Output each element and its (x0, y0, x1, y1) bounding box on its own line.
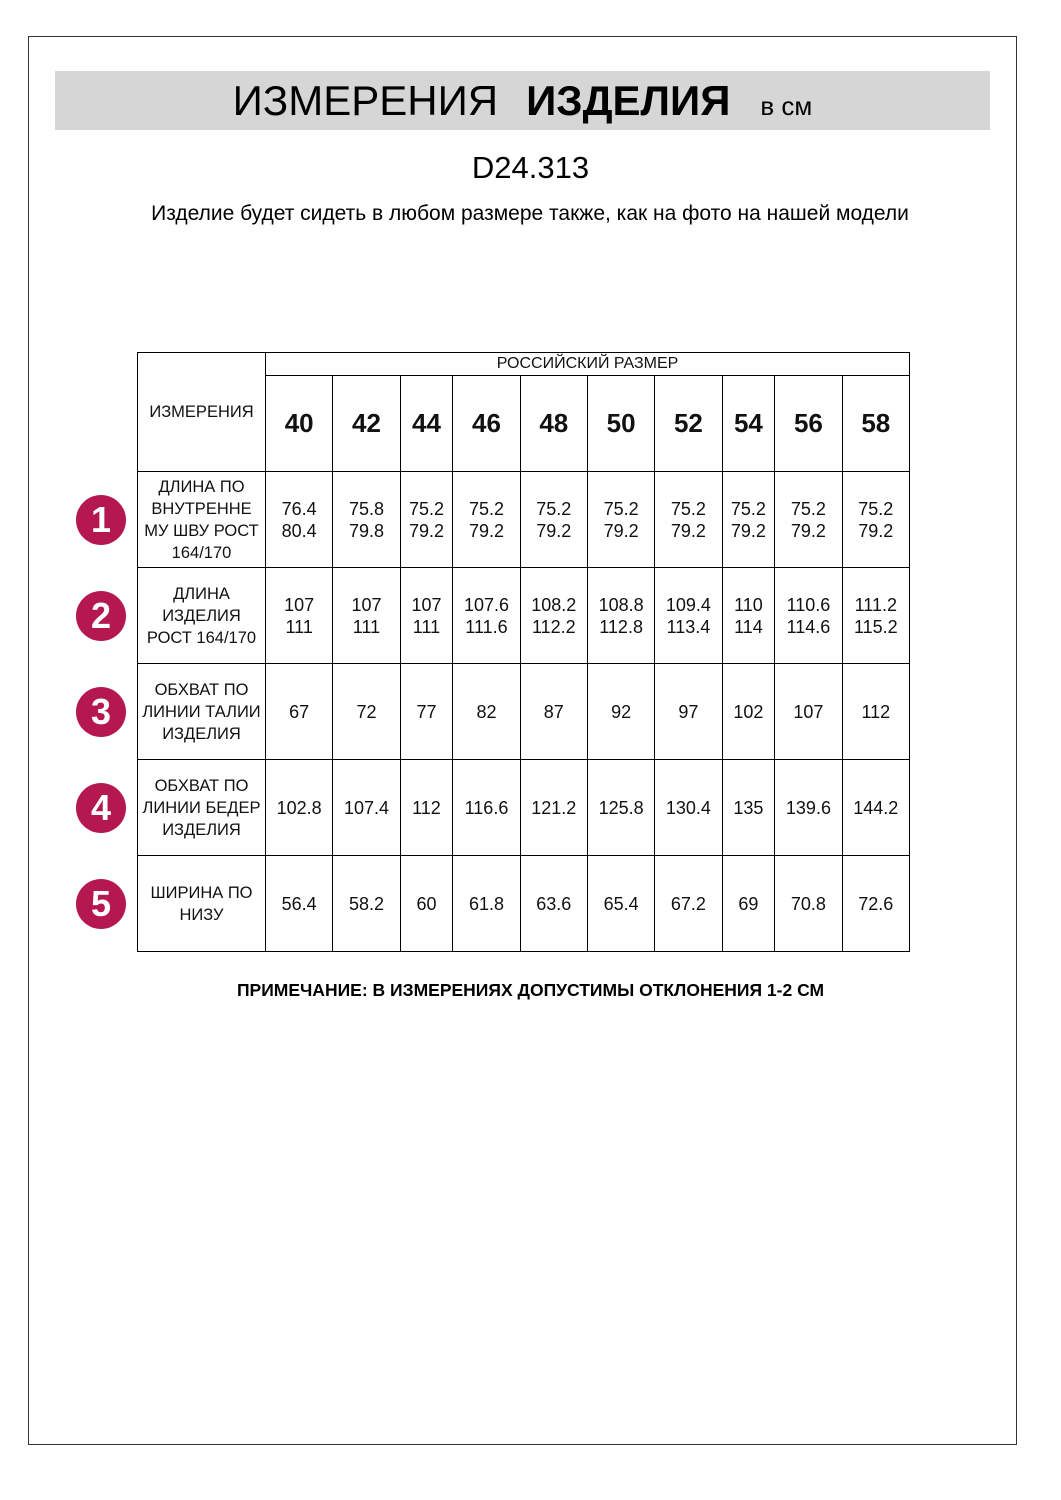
value-cell: 82 (452, 663, 521, 760)
size-header: 54 (721, 375, 776, 472)
value-cell: 61.8 (452, 855, 521, 952)
value-cell: 107 111 (264, 567, 334, 664)
row-number-badge: 5 (76, 879, 126, 929)
size-header: 56 (774, 375, 843, 472)
size-group-label: РОССИЙСКИЙ РАЗМЕР (265, 352, 910, 376)
size-table: ИЗМЕРЕНИЯ РОССИЙСКИЙ РАЗМЕР 40 42 44 46 48 50 52… (137, 352, 911, 952)
row-label: ОБХВАТ ПО ЛИНИИ БЕДЕР ИЗДЕЛИЯ (137, 759, 266, 856)
value-cell: 107.6 111.6 (452, 567, 521, 664)
value-cell: 116.6 (452, 759, 521, 856)
value-cell: 110.6 114.6 (774, 567, 843, 664)
table-row: ДЛИНА ПО ВНУТРЕННЕ МУ ШВУ РОСТ 164/170 76… (137, 471, 911, 568)
value-cell: 76.4 80.4 (264, 471, 334, 568)
value-cell: 125.8 (586, 759, 656, 856)
row-number-badge: 3 (76, 687, 126, 737)
title-light: ИЗМЕРЕНИЯ (232, 77, 499, 124)
value-cell: 70.8 (774, 855, 843, 952)
value-cell: 107.4 (332, 759, 401, 856)
value-cell: 111.2 115.2 (841, 567, 911, 664)
value-cell: 72.6 (841, 855, 911, 952)
value-cell: 110 114 (721, 567, 776, 664)
table-row: ОБХВАТ ПО ЛИНИИ ТАЛИИ ИЗДЕЛИЯ 67 72 77 82 87 9… (137, 663, 911, 760)
value-cell: 65.4 (586, 855, 656, 952)
value-cell: 107 111 (332, 567, 401, 664)
value-cell: 102 (721, 663, 776, 760)
value-cell: 75.2 79.2 (721, 471, 776, 568)
size-header: 48 (519, 375, 588, 472)
row-number-badge: 1 (76, 495, 126, 545)
row-label: ШИРИНА ПО НИЗУ (137, 855, 266, 952)
row-label: ОБХВАТ ПО ЛИНИИ ТАЛИИ ИЗДЕЛИЯ (137, 663, 266, 760)
value-cell: 121.2 (519, 759, 588, 856)
value-cell: 108.2 112.2 (519, 567, 588, 664)
size-header: 50 (586, 375, 656, 472)
size-header: 52 (654, 375, 723, 472)
subtitle: Изделие будет сидеть в любом размере так… (151, 202, 909, 225)
value-cell: 75.2 79.2 (774, 471, 843, 568)
value-cell: 67 (264, 663, 334, 760)
value-cell: 112 (841, 663, 911, 760)
value-cell: 69 (721, 855, 776, 952)
size-header: 58 (841, 375, 911, 472)
value-cell: 75.2 79.2 (519, 471, 588, 568)
value-cell: 56.4 (264, 855, 334, 952)
value-cell: 87 (519, 663, 588, 760)
article-code: D24.313 (471, 150, 590, 185)
corner-label: ИЗМЕРЕНИЯ (137, 352, 266, 472)
value-cell: 58.2 (332, 855, 401, 952)
value-cell: 75.2 79.2 (586, 471, 656, 568)
page-frame (28, 36, 1017, 1445)
row-label: ДЛИНА ИЗДЕЛИЯ РОСТ 164/170 (137, 567, 266, 664)
value-cell: 139.6 (774, 759, 843, 856)
size-header: 40 (264, 375, 334, 472)
value-cell: 77 (399, 663, 454, 760)
table-row: ОБХВАТ ПО ЛИНИИ БЕДЕР ИЗДЕЛИЯ 102.8 107.4 1… (137, 759, 911, 856)
size-header: 42 (332, 375, 401, 472)
value-cell: 130.4 (654, 759, 723, 856)
table-row: ШИРИНА ПО НИЗУ 56.4 58.2 60 61.8 63.6 65.4 67.2… (137, 855, 911, 952)
value-cell: 72 (332, 663, 401, 760)
row-number-badge: 2 (76, 591, 126, 641)
title-unit: в см (760, 91, 813, 121)
title-banner: ИЗМЕРЕНИЯ ИЗДЕЛИЯ в см (55, 71, 990, 130)
value-cell: 108.8 112.8 (586, 567, 656, 664)
value-cell: 109.4 113.4 (654, 567, 723, 664)
value-cell: 97 (654, 663, 723, 760)
value-cell: 67.2 (654, 855, 723, 952)
row-label: ДЛИНА ПО ВНУТРЕННЕ МУ ШВУ РОСТ 164/170 (137, 471, 266, 568)
value-cell: 63.6 (519, 855, 588, 952)
table-row: ДЛИНА ИЗДЕЛИЯ РОСТ 164/170 107 111 107 111… (137, 567, 911, 664)
size-header: 46 (452, 375, 521, 472)
value-cell: 75.2 79.2 (841, 471, 911, 568)
value-cell: 102.8 (264, 759, 334, 856)
value-cell: 107 111 (399, 567, 454, 664)
value-cell: 75.2 79.2 (399, 471, 454, 568)
title-bold: ИЗДЕЛИЯ (526, 77, 731, 124)
value-cell: 75.8 79.8 (332, 471, 401, 568)
value-cell: 112 (399, 759, 454, 856)
value-cell: 92 (586, 663, 656, 760)
value-cell: 144.2 (841, 759, 911, 856)
value-cell: 135 (721, 759, 776, 856)
row-number-badge: 4 (76, 783, 126, 833)
value-cell: 75.2 79.2 (452, 471, 521, 568)
value-cell: 107 (774, 663, 843, 760)
value-cell: 60 (399, 855, 454, 952)
note: ПРИМЕЧАНИЕ: В ИЗМЕРЕНИЯХ ДОПУСТИМЫ ОТКЛО… (236, 980, 825, 1000)
size-header: 44 (399, 375, 454, 472)
value-cell: 75.2 79.2 (654, 471, 723, 568)
